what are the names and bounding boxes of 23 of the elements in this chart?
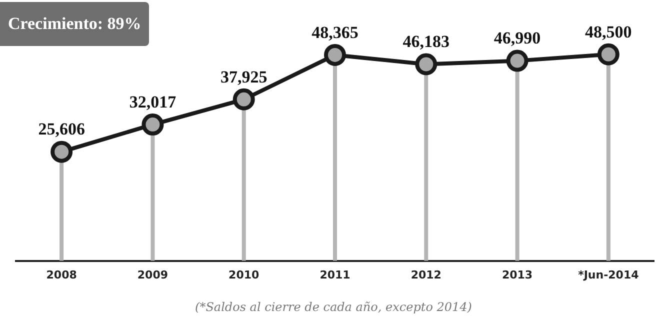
text: (*Saldos al cierre de cada año, excepto 2014) bbox=[194, 300, 473, 314]
point bbox=[415, 53, 438, 76]
x-tick-label: 2008 bbox=[46, 268, 77, 282]
x-tick-label: *Jun-2014 bbox=[578, 268, 640, 282]
data-label: 48,365 bbox=[312, 22, 358, 42]
data-label: 46,183 bbox=[402, 32, 450, 52]
point bbox=[597, 43, 620, 66]
data-label: 46,990 bbox=[494, 28, 541, 48]
x-tick-label: 2011 bbox=[320, 268, 350, 282]
data-label: 37,925 bbox=[220, 67, 268, 86]
chart-title: Crecimiento: 89% bbox=[0, 2, 150, 46]
point bbox=[506, 50, 528, 72]
x-tick-label: 2013 bbox=[502, 268, 533, 282]
point bbox=[50, 140, 73, 163]
data-label: 32,017 bbox=[129, 92, 177, 112]
data-label: 25,606 bbox=[38, 120, 85, 139]
point bbox=[324, 44, 346, 66]
x-tick-label: 2009 bbox=[137, 268, 168, 282]
x-tick-label: 2010 bbox=[228, 268, 260, 282]
data-label: 48,500 bbox=[585, 22, 632, 42]
point bbox=[232, 88, 255, 110]
x-tick-label: 2012 bbox=[410, 268, 442, 282]
point bbox=[142, 114, 164, 136]
